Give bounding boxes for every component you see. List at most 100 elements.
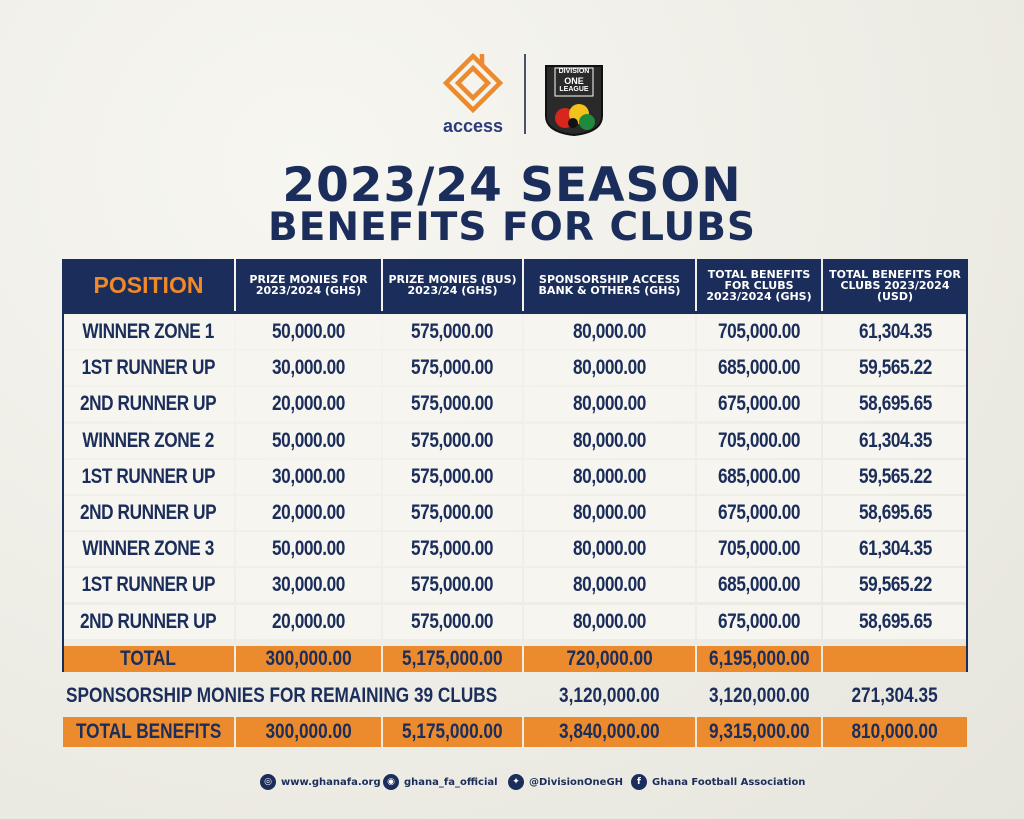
total-row-cell-text: 720,000.00: [566, 647, 653, 670]
table-row-cell: 705,000.00: [697, 532, 821, 566]
table-row-position: 1ST RUNNER UP: [63, 568, 234, 602]
facebook-icon: f: [631, 774, 647, 790]
footer: ◎ www.ghanafa.org ◉ ghana_fa_official ✦ …: [0, 772, 1024, 792]
table-row-cell: 80,000.00: [524, 568, 695, 602]
table-row-position-text: WINNER ZONE 2: [82, 429, 215, 452]
table-row-cell: 675,000.00: [697, 496, 821, 530]
grand-total-cell-text: 9,315,000.00: [708, 720, 810, 743]
table-row-cell: 575,000.00: [383, 387, 522, 421]
table-row-cell-text: 61,304.35: [858, 537, 932, 560]
table-row-cell-text: 30,000.00: [272, 573, 345, 596]
sponsorship-row-sponsorship-text: 3,120,000.00: [559, 684, 660, 707]
header-col-3: SPONSORSHIP ACCESS BANK & OTHERS (GHS): [524, 259, 695, 311]
grand-total-label-text: TOTAL BENEFITS: [75, 720, 222, 743]
page-title-line-1: 2023/24 SEASON: [282, 158, 742, 213]
table-row-cell-text: 705,000.00: [717, 537, 801, 560]
table-row-cell: 80,000.00: [524, 532, 695, 566]
table-row-cell-text: 30,000.00: [272, 465, 345, 488]
table-row-cell: 61,304.35: [823, 424, 967, 458]
access-bank-logo-icon: [442, 52, 504, 114]
total-row-cell-text: 6,195,000.00: [708, 647, 810, 670]
table-row-position-text: 1ST RUNNER UP: [81, 573, 216, 596]
table-row-cell-text: 575,000.00: [411, 537, 494, 560]
sponsorship-row-label-text: SPONSORSHIP MONIES FOR REMAINING 39 CLUB…: [66, 684, 498, 707]
table-row-cell-text: 80,000.00: [573, 537, 646, 560]
total-row-label: TOTAL: [63, 646, 234, 672]
sponsorship-row-total-usd: 271,304.35: [823, 679, 967, 713]
header-col-2: PRIZE MONIES (BUS) 2023/24 (GHS): [383, 259, 522, 311]
table-row-cell-text: 50,000.00: [272, 429, 345, 452]
table-row-cell: 80,000.00: [524, 496, 695, 530]
header-position: POSITION: [63, 259, 234, 311]
globe-icon: ◎: [260, 774, 276, 790]
grand-total-cell-text: 5,175,000.00: [402, 720, 503, 743]
grand-total-label: TOTAL BENEFITS: [63, 717, 234, 747]
grand-total-cell-text: 810,000.00: [851, 720, 939, 743]
table-row-position: WINNER ZONE 2: [63, 424, 234, 458]
table-row-position: 2ND RUNNER UP: [63, 387, 234, 421]
footer-facebook-text: Ghana Football Association: [652, 776, 806, 788]
grand-total-cell-text: 3,840,000.00: [559, 720, 660, 743]
table-row-cell-text: 575,000.00: [411, 573, 494, 596]
table-row-cell: 80,000.00: [524, 424, 695, 458]
table-row-cell: 20,000.00: [236, 496, 381, 530]
table-row-cell-text: 575,000.00: [411, 392, 494, 415]
table-row-cell-text: 50,000.00: [272, 320, 345, 343]
table-row-cell: 705,000.00: [697, 315, 821, 349]
footer-website[interactable]: ◎ www.ghanafa.org: [260, 772, 381, 792]
table-row-position: 2ND RUNNER UP: [63, 605, 234, 639]
table-row-cell: 50,000.00: [236, 532, 381, 566]
grand-total-cell: 300,000.00: [236, 717, 381, 747]
header-col-4: TOTAL BENEFITS FOR CLUBS 2023/2024 (GHS): [697, 259, 821, 311]
table-row-cell: 20,000.00: [236, 387, 381, 421]
sponsorship-row-label: SPONSORSHIP MONIES FOR REMAINING 39 CLUB…: [62, 679, 521, 713]
table-row-cell-text: 61,304.35: [858, 320, 932, 343]
table-row-cell: 685,000.00: [697, 351, 821, 385]
table-row-cell-text: 80,000.00: [573, 392, 646, 415]
total-row-cell: 720,000.00: [524, 646, 695, 672]
table-row-cell-text: 685,000.00: [717, 465, 801, 488]
grand-total-cell: 3,840,000.00: [524, 717, 695, 747]
table-row-cell: 80,000.00: [524, 387, 695, 421]
table-row-cell: 685,000.00: [697, 568, 821, 602]
footer-website-text: www.ghanafa.org: [281, 776, 381, 788]
table-row-cell: 30,000.00: [236, 460, 381, 494]
sponsorship-row-sponsorship: 3,120,000.00: [524, 679, 695, 713]
table-row-cell: 675,000.00: [697, 605, 821, 639]
table-row-cell-text: 80,000.00: [573, 573, 646, 596]
page-title-line-2: BENEFITS FOR CLUBS: [267, 205, 757, 250]
table-row-cell-text: 58,695.65: [858, 610, 932, 633]
table-row-cell-text: 59,565.22: [858, 465, 932, 488]
table-row-cell-text: 685,000.00: [717, 356, 801, 379]
table-frame-line: [62, 311, 968, 314]
table-row-cell: 80,000.00: [524, 351, 695, 385]
table-row-cell-text: 675,000.00: [717, 392, 801, 415]
access-wordmark: access: [442, 116, 504, 136]
table-row-cell-text: 575,000.00: [411, 610, 494, 633]
table-row-cell-text: 575,000.00: [411, 465, 494, 488]
header-col-1: PRIZE MONIES FOR 2023/2024 (GHS): [236, 259, 381, 311]
total-row-cell: 300,000.00: [236, 646, 381, 672]
table-row-cell-text: 20,000.00: [272, 610, 345, 633]
table-row-cell: 575,000.00: [383, 460, 522, 494]
table-row-cell-text: 61,304.35: [858, 429, 932, 452]
footer-instagram[interactable]: ◉ ghana_fa_official: [383, 772, 498, 792]
footer-facebook[interactable]: f Ghana Football Association: [631, 772, 805, 792]
grand-total-cell: 9,315,000.00: [697, 717, 821, 747]
table-row-cell: 58,695.65: [823, 605, 967, 639]
table-row-cell: 59,565.22: [823, 568, 967, 602]
footer-twitter[interactable]: ✦ @DivisionOneGH: [508, 772, 623, 792]
total-row-cell-text: 5,175,000.00: [402, 647, 503, 670]
table-row-cell-text: 80,000.00: [573, 429, 646, 452]
total-row-cell: 5,175,000.00: [383, 646, 522, 672]
instagram-icon: ◉: [383, 774, 399, 790]
total-row-cell: 6,195,000.00: [697, 646, 821, 672]
sponsorship-row-total-usd-text: 271,304.35: [851, 684, 939, 707]
table-row-cell-text: 575,000.00: [411, 356, 494, 379]
table-row-cell: 705,000.00: [697, 424, 821, 458]
table-row-cell: 575,000.00: [383, 496, 522, 530]
table-row-position: WINNER ZONE 3: [63, 532, 234, 566]
table-row-position: 1ST RUNNER UP: [63, 460, 234, 494]
table-row-cell-text: 30,000.00: [272, 356, 345, 379]
badge-line-1: DIVISION: [558, 68, 590, 75]
